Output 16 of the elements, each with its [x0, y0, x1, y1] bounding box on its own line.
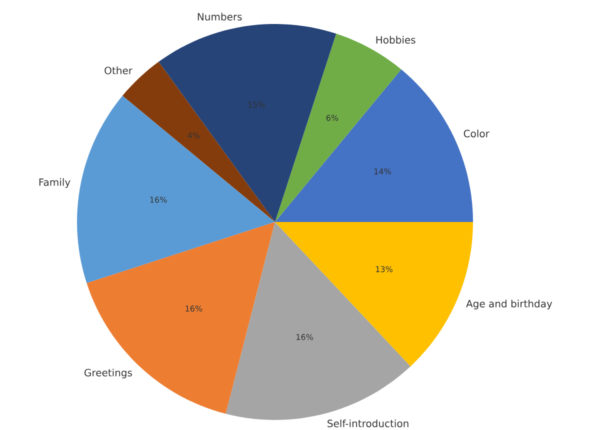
data-label: 6% — [326, 114, 338, 121]
data-label: 16% — [296, 334, 313, 340]
slice-label: Family — [39, 178, 70, 188]
slice-label: Hobbies — [376, 36, 416, 44]
slice-label: Color — [464, 130, 490, 138]
data-label: 14% — [374, 168, 391, 174]
slice-label: Age and birthday — [466, 300, 552, 310]
slice-label: Greetings — [84, 368, 132, 378]
data-label: 4% — [188, 132, 200, 138]
data-label: 16% — [186, 306, 202, 312]
slice-label: Numbers — [198, 12, 242, 21]
slice-label: Other — [104, 66, 132, 74]
data-label: 13% — [376, 266, 392, 272]
data-label: 16% — [150, 196, 167, 203]
data-label: 15% — [248, 102, 265, 108]
slice-label: Self-introduction — [328, 419, 408, 428]
